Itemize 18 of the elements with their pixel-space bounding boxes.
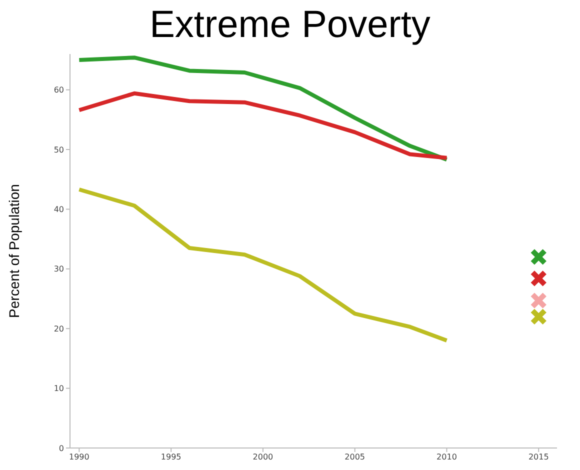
- x-tick-label: 2015: [528, 452, 549, 462]
- x-tick-label: 1995: [160, 452, 182, 462]
- y-tick-label: 40: [54, 205, 64, 214]
- line-series: [77, 91, 449, 160]
- x-tick-label: 2000: [252, 452, 274, 462]
- y-tick-label: 50: [54, 145, 64, 154]
- y-tick-label: 10: [54, 384, 64, 394]
- line-series: [77, 188, 449, 343]
- x-tick-label: 2010: [436, 452, 457, 462]
- line-series: [77, 56, 449, 162]
- y-tick-label: 0: [58, 444, 64, 453]
- y-tick-label: 20: [54, 324, 64, 334]
- x-tick-label: 2005: [344, 452, 366, 462]
- y-tick-label: 30: [54, 264, 64, 274]
- y-axis-title: Percent of Population: [6, 184, 22, 318]
- x-tick-label: 1990: [69, 452, 90, 462]
- y-tick-label: 60: [54, 86, 64, 95]
- chart-title: Extreme Poverty: [148, 3, 432, 48]
